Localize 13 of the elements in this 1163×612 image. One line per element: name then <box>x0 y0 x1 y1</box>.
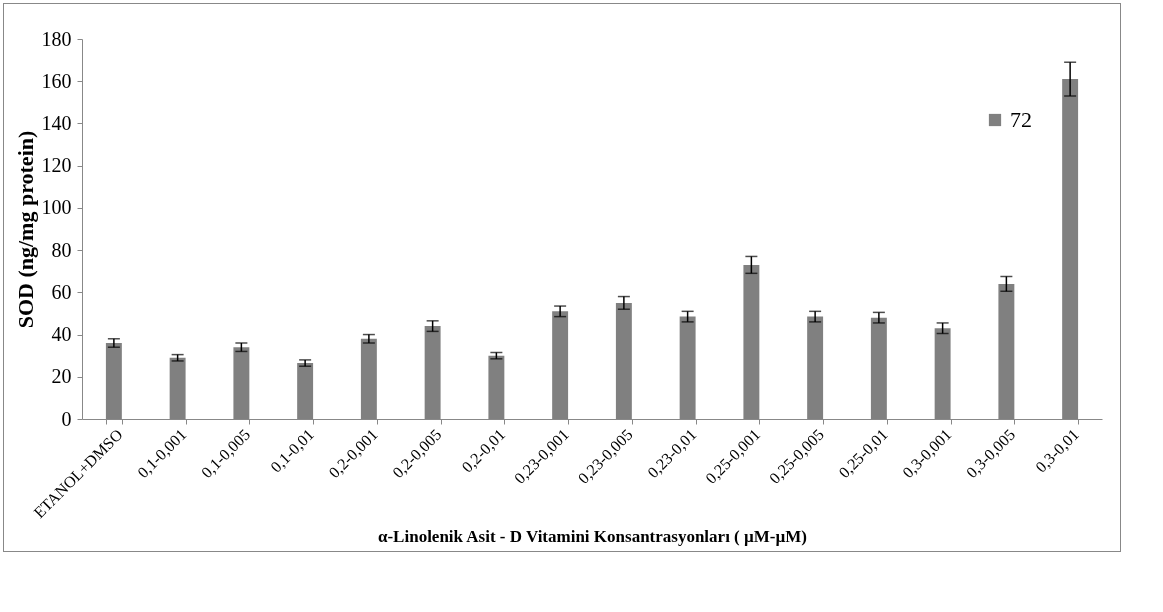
y-tick-label: 80 <box>51 238 72 261</box>
y-tick-label: 100 <box>41 196 72 219</box>
y-tick-label: 180 <box>41 27 72 50</box>
y-tick-label: 20 <box>51 365 72 388</box>
legend-label: 72 <box>1010 107 1032 132</box>
y-tick-label: 40 <box>51 323 72 346</box>
y-tick-label: 60 <box>51 280 72 303</box>
y-axis-title: SOD (ng/mg protein) <box>12 130 38 329</box>
y-tick-label: 140 <box>41 111 72 134</box>
y-tick-label: 160 <box>41 69 72 92</box>
y-tick-label: 120 <box>41 154 72 177</box>
x-axis-title: α-Linolenik Asit - D Vitamini Konsantrasyonları ( µM-µM) <box>377 527 808 547</box>
y-tick-label: 0 <box>61 407 72 430</box>
